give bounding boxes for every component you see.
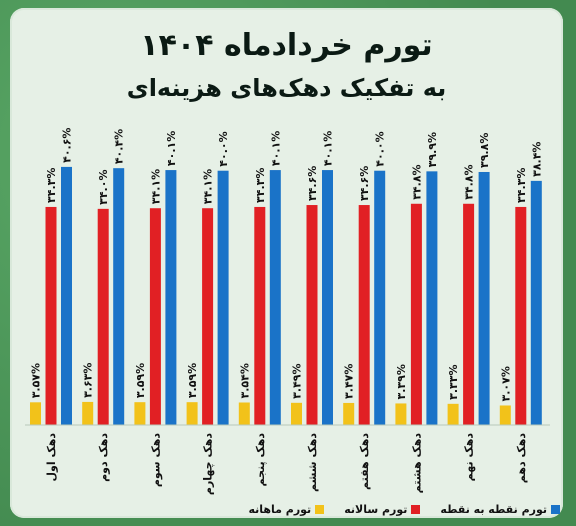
legend-swatch-monthly — [315, 504, 325, 514]
data-label-monthly-10: ۳.۰۷% — [499, 366, 512, 401]
data-label-point-1: ۴۰.۶% — [61, 128, 74, 163]
data-label-monthly-2: ۳.۶۳% — [82, 363, 95, 398]
bar-annual-9 — [463, 203, 475, 425]
legend-label-annual: تورم سالانه — [344, 502, 408, 516]
data-label-point-9: ۳۹.۸% — [478, 133, 491, 168]
data-label-point-2: ۴۰.۴% — [113, 129, 126, 164]
bar-monthly-9 — [447, 403, 459, 425]
category-label-10: دهک دهم — [515, 433, 528, 484]
bar-annual-2 — [97, 208, 109, 425]
legend-item-point: تورم نقطه به نقطه — [440, 503, 560, 516]
bar-point-7 — [374, 170, 386, 425]
category-label-9: دهک نهم — [463, 433, 476, 482]
data-label-monthly-9: ۳.۳۳% — [447, 364, 460, 399]
chart-legend: تورم نقطه به نقطه تورم سالانه تورم ماهان… — [160, 500, 560, 518]
data-label-annual-6: ۳۴.۶% — [306, 166, 319, 201]
data-label-point-3: ۴۰.۱% — [165, 131, 178, 166]
data-label-point-5: ۴۰.۱% — [269, 131, 282, 166]
data-label-annual-1: ۳۴.۳% — [45, 168, 58, 203]
category-label-4: دهک چهارم — [202, 433, 215, 495]
legend-item-monthly: تورم ماهانه — [248, 502, 325, 516]
bar-annual-1 — [45, 206, 57, 425]
bar-monthly-3 — [134, 402, 146, 425]
data-label-point-10: ۳۸.۴% — [530, 142, 543, 177]
data-label-annual-2: ۳۴.۰% — [97, 170, 110, 205]
bar-monthly-2 — [82, 401, 94, 425]
bar-point-1 — [61, 166, 72, 425]
legend-item-annual: تورم سالانه — [344, 502, 421, 516]
data-label-monthly-5: ۳.۵۴% — [238, 363, 251, 398]
category-label-6: دهک ششم — [306, 433, 319, 492]
bar-monthly-7 — [343, 402, 355, 425]
data-label-point-4: ۴۰.۰% — [217, 131, 230, 166]
bar-point-2 — [113, 168, 125, 425]
bar-monthly-8 — [395, 403, 407, 425]
data-label-point-7: ۴۰.۰% — [374, 131, 387, 166]
data-label-point-6: ۴۰.۱% — [322, 131, 335, 166]
data-label-annual-8: ۳۴.۸% — [410, 164, 423, 199]
data-label-monthly-4: ۳.۵۹% — [186, 363, 199, 398]
bar-annual-10 — [515, 206, 527, 425]
bar-point-8 — [426, 171, 438, 425]
data-label-annual-7: ۳۴.۶% — [358, 166, 371, 201]
bar-monthly-4 — [186, 402, 198, 425]
bar-monthly-10 — [499, 405, 511, 425]
bar-point-5 — [269, 170, 281, 425]
bar-annual-3 — [149, 208, 161, 425]
legend-swatch-point — [551, 504, 560, 514]
bar-point-10 — [530, 180, 542, 425]
chart-subtitle: به تفکیک دهک‌های هزینه‌ای — [126, 74, 447, 102]
bar-point-3 — [165, 170, 177, 425]
bar-annual-5 — [254, 206, 266, 425]
data-label-annual-5: ۳۴.۳% — [254, 168, 267, 203]
bar-monthly-6 — [291, 402, 302, 425]
data-label-annual-3: ۳۴.۱% — [149, 169, 162, 204]
legend-label-monthly: تورم ماهانه — [248, 502, 312, 516]
bar-monthly-1 — [30, 402, 41, 425]
data-label-monthly-3: ۳.۵۹% — [134, 363, 147, 398]
bar-point-4 — [217, 170, 229, 425]
data-label-annual-4: ۳۴.۱% — [202, 169, 215, 204]
legend-swatch-annual — [411, 504, 421, 514]
chart-card: تورم خردادماه ۱۴۰۴ به تفکیک دهک‌های هزین… — [10, 8, 563, 518]
data-label-monthly-6: ۳.۴۹% — [291, 363, 304, 398]
category-label-2: دهک دوم — [97, 433, 110, 482]
category-label-1: دهک اول — [45, 433, 58, 482]
category-label-3: دهک سوم — [149, 433, 162, 487]
bar-annual-4 — [202, 208, 214, 425]
bar-annual-8 — [410, 203, 422, 425]
bar-annual-7 — [358, 205, 370, 425]
bar-annual-6 — [306, 205, 318, 425]
data-label-monthly-8: ۳.۳۹% — [395, 364, 408, 399]
legend-label-point: تورم نقطه به نقطه — [440, 502, 547, 516]
chart-title: تورم خردادماه ۱۴۰۴ — [140, 28, 433, 63]
bar-monthly-5 — [238, 402, 250, 425]
category-label-5: دهک پنجم — [254, 433, 267, 487]
bar-point-6 — [322, 170, 333, 425]
category-label-8: دهک هشتم — [410, 433, 423, 494]
category-label-7: دهک هفتم — [358, 433, 371, 490]
data-label-monthly-1: ۳.۵۷% — [30, 363, 43, 398]
data-label-point-8: ۳۹.۹% — [426, 132, 439, 167]
data-label-annual-10: ۳۴.۳% — [515, 168, 528, 203]
data-label-annual-9: ۳۴.۸% — [463, 164, 476, 199]
bar-point-9 — [478, 171, 490, 425]
data-label-monthly-7: ۳.۴۷% — [343, 364, 356, 399]
bar-chart: ۳.۵۷%۳۴.۳%۴۰.۶%دهک اول۳.۶۳%۳۴.۰%۴۰.۴%دهک… — [25, 128, 550, 495]
